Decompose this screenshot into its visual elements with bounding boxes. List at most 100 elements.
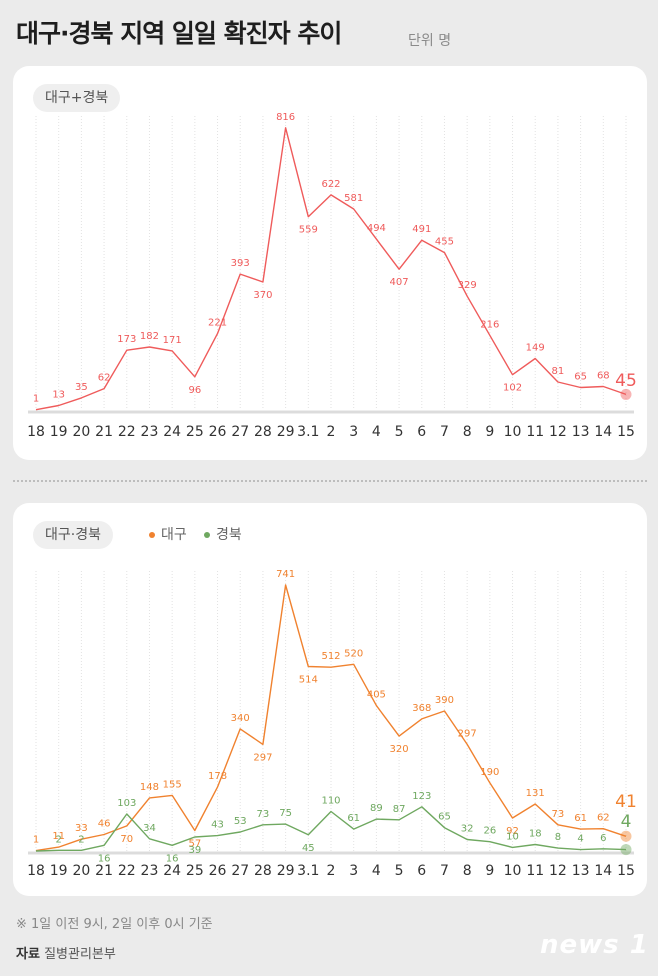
x-tick-label: 29	[277, 863, 295, 879]
daegu-data-label: 61	[574, 813, 587, 824]
daegu-data-label: 57	[188, 839, 201, 850]
x-tick-label: 3	[349, 863, 358, 879]
x-tick-label: 3	[349, 424, 358, 440]
source-value: 질병관리본부	[44, 947, 116, 962]
gyeongbuk-data-label: 43	[211, 820, 224, 831]
x-tick-label: 19	[50, 424, 68, 440]
total-data-label: 455	[435, 237, 454, 248]
legend-daegu-dot	[149, 532, 155, 538]
gyeongbuk-data-label: 73	[257, 809, 270, 820]
x-tick-label: 15	[617, 863, 635, 879]
total-data-label: 68	[597, 370, 610, 381]
region-chart-card: 대구·경북 대구 경북 18 19 20 21 22 23 24 25 26 27 28 29 3.1 2…	[13, 503, 647, 896]
x-tick-label: 24	[163, 424, 181, 440]
gyeongbuk-data-label: 6	[600, 833, 606, 844]
section-divider	[13, 480, 647, 482]
total-end-point	[620, 388, 632, 400]
gyeongbuk-data-label: 16	[166, 853, 179, 864]
x-tick-label: 9	[485, 424, 494, 440]
total-last-value-label: 45	[615, 371, 637, 391]
total-data-label: 182	[140, 331, 159, 342]
gyeongbuk-data-label: 8	[555, 832, 561, 843]
total-data-label: 494	[367, 223, 386, 234]
x-tick-label: 21	[95, 863, 113, 879]
x-tick-label: 4	[372, 424, 381, 440]
daegu-data-label: 512	[321, 651, 340, 662]
total-data-label: 622	[321, 179, 340, 190]
gyeongbuk-data-label: 89	[370, 803, 383, 814]
daegu-data-label: 155	[163, 779, 182, 790]
gyeongbuk-data-label: 16	[98, 853, 111, 864]
gyeongbuk-data-label: 4	[577, 834, 583, 845]
gyeongbuk-data-label: 87	[393, 804, 406, 815]
daegu-data-label: 405	[367, 690, 386, 701]
daegu-data-label: 70	[120, 834, 133, 845]
x-tick-label: 28	[254, 863, 272, 879]
daegu-data-label: 46	[98, 818, 111, 829]
total-data-label: 329	[458, 280, 477, 291]
x-tick-label: 2	[327, 424, 336, 440]
x-tick-label: 29	[277, 424, 295, 440]
total-data-label: 1	[33, 394, 39, 405]
daegu-data-label: 178	[208, 771, 227, 782]
x-tick-label: 21	[95, 424, 113, 440]
gyeongbuk-data-label: 65	[438, 812, 451, 823]
x-tick-label: 24	[163, 863, 181, 879]
legend-daegu: 대구	[149, 521, 187, 549]
x-tick-label: 23	[141, 863, 159, 879]
region-line-chart: 18 19 20 21 22 23 24 25 26 27 28 29 3.1 2 3 4 5 6 7 8 9 10 11 1…	[27, 569, 637, 879]
total-data-label: 35	[75, 382, 88, 393]
daegu-data-label: 1	[33, 835, 39, 846]
total-data-label: 13	[52, 390, 65, 401]
gyeongbuk-data-label: 103	[117, 798, 136, 809]
daegu-data-label: 297	[458, 728, 477, 739]
x-tick-label: 3.1	[297, 863, 319, 879]
total-line-chart: 18 19 20 21 22 23 24 25 26 27 28 29 3.1 2 3 4 5 6 7 8 9 10 11 1…	[27, 112, 637, 440]
x-tick-label: 12	[549, 424, 567, 440]
daegu-data-label: 297	[253, 752, 272, 763]
x-tick-label: 23	[141, 424, 159, 440]
gyeongbuk-line	[35, 806, 627, 852]
x-tick-label: 12	[549, 863, 567, 879]
source-label: 자료	[16, 947, 40, 962]
total-line	[35, 127, 627, 411]
x-tick-label: 26	[209, 863, 227, 879]
daegu-data-label: 33	[75, 823, 88, 834]
x-tick-label: 8	[463, 424, 472, 440]
legend-gyeongbuk-label: 경북	[216, 527, 242, 543]
x-tick-label: 10	[504, 424, 522, 440]
x-tick-label: 13	[572, 424, 590, 440]
daegu-end-point	[620, 830, 632, 842]
daegu-data-label: 340	[231, 713, 250, 724]
daegu-line	[35, 584, 627, 852]
total-panel-label: 대구+경북	[33, 84, 121, 112]
daegu-data-label: 520	[344, 648, 363, 659]
total-data-label: 393	[231, 258, 250, 269]
total-data-label: 96	[188, 385, 201, 396]
x-tick-label: 26	[209, 424, 227, 440]
gyeongbuk-data-label: 32	[461, 824, 474, 835]
daegu-data-label: 390	[435, 695, 454, 706]
x-tick-label: 4	[372, 863, 381, 879]
total-data-label: 102	[503, 383, 522, 394]
region-panel-label: 대구·경북	[33, 521, 113, 549]
daegu-data-label: 320	[390, 744, 409, 755]
gyeongbuk-data-label: 2	[56, 834, 62, 845]
daegu-data-label: 514	[299, 674, 318, 685]
daegu-data-label: 131	[526, 788, 545, 799]
x-tick-label: 27	[231, 424, 249, 440]
gyeongbuk-data-label: 75	[279, 808, 292, 819]
x-tick-label: 5	[395, 424, 404, 440]
total-data-label: 559	[299, 225, 318, 236]
x-tick-label: 25	[186, 863, 204, 879]
x-tick-label: 11	[526, 424, 544, 440]
total-data-label: 173	[117, 334, 136, 345]
x-tick-label: 13	[572, 863, 590, 879]
x-tick-label: 6	[417, 424, 426, 440]
daegu-data-label: 11	[52, 831, 65, 842]
gyeongbuk-data-label: 45	[302, 843, 315, 854]
total-data-label: 65	[574, 372, 587, 383]
daegu-data-label: 73	[552, 809, 565, 820]
gyeongbuk-data-label: 53	[234, 816, 247, 827]
gyeongbuk-last-value-label: 4	[621, 812, 632, 832]
